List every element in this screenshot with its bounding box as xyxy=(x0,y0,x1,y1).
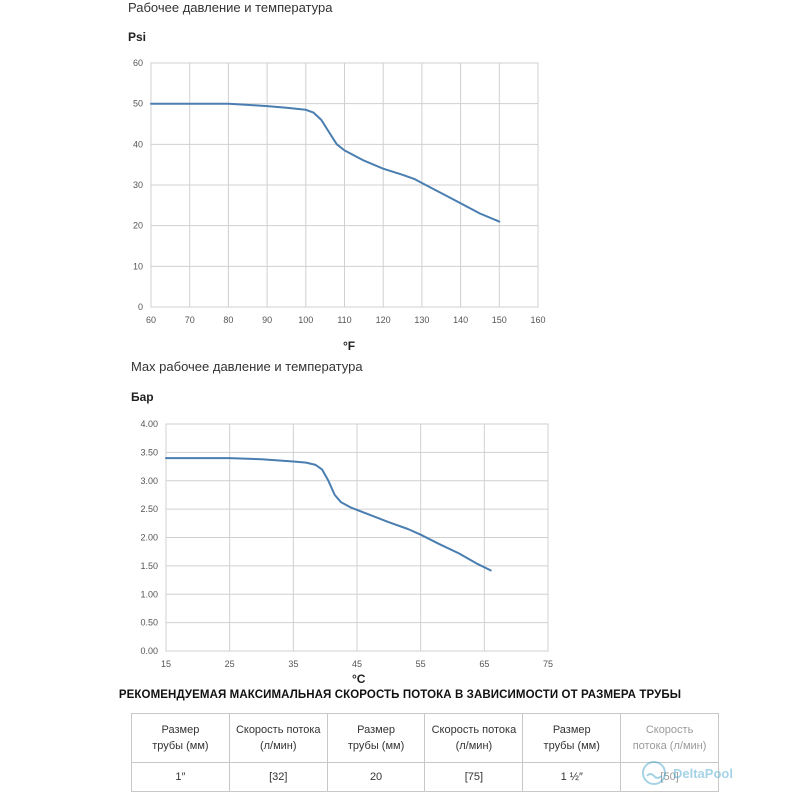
chart1-y-tick-label: 0.50 xyxy=(140,618,158,628)
chart0-x-tick-label: 130 xyxy=(414,315,429,325)
header-flow-rate-1: Скорость потока (л/мин) xyxy=(228,713,328,763)
chart1-y-tick-label: 4.00 xyxy=(140,419,158,429)
chart1-x-tick-label: 45 xyxy=(352,659,362,669)
chart0-y-tick-label: 50 xyxy=(133,99,143,109)
chart0-x-tick-label: 120 xyxy=(376,315,391,325)
chart0-x-tick-label: 100 xyxy=(298,315,313,325)
chart0-y-tick-label: 0 xyxy=(138,302,143,312)
chart1-y-tick-label: 2.50 xyxy=(140,504,158,514)
header-flow-rate-2: Скорость потока (л/мин) xyxy=(424,713,524,763)
chart0-y-tick-label: 40 xyxy=(133,139,143,149)
cell-flow-rate-2: [75] xyxy=(424,762,524,792)
watermark: DeltaPool xyxy=(641,758,781,788)
header-pipe-size-3: Размер трубы (мм) xyxy=(522,713,622,763)
chart0-y-tick-label: 30 xyxy=(133,180,143,190)
chart1-x-tick-label: 55 xyxy=(416,659,426,669)
cell-pipe-size-3: 1 ½″ xyxy=(522,762,622,792)
deltapool-logo-icon xyxy=(642,761,666,785)
chart1-x-tick-label: 65 xyxy=(479,659,489,669)
watermark-text: DeltaPool xyxy=(673,765,733,781)
chart1-plot: 60 70 80 90 100 110 120 130 140 150 160 0 10 20 30 40 50… xyxy=(133,58,546,325)
cell-flow-rate-3: [50] xyxy=(620,762,719,792)
chart0-x-tick-label: 150 xyxy=(492,315,507,325)
chart0-x-tick-label: 90 xyxy=(262,315,272,325)
chart0-y-tick-label: 60 xyxy=(133,58,143,68)
chart2-plot: 15 25 35 45 55 65 75 0.00 0.50 1.00 1.50 2.00 2.50 3.… xyxy=(140,419,553,669)
cell-flow-rate-1: [32] xyxy=(228,762,328,792)
chart1-y-tick-label: 3.50 xyxy=(140,447,158,457)
chart1-x-tick-label: 75 xyxy=(543,659,553,669)
chart0-x-tick-label: 80 xyxy=(223,315,233,325)
chart0-x-tick-label: 70 xyxy=(185,315,195,325)
chart0-x-tick-label: 60 xyxy=(146,315,156,325)
cell-pipe-size-2: 20 xyxy=(326,762,426,792)
chart1-x-tick-label: 35 xyxy=(288,659,298,669)
chart0-x-tick-label: 140 xyxy=(453,315,468,325)
chart2-x-unit: °C xyxy=(352,672,366,686)
flow-table-heading: РЕКОМЕНДУЕМАЯ МАКСИМАЛЬНАЯ СКОРОСТЬ ПОТО… xyxy=(118,689,682,701)
chart1-y-tick-label: 1.00 xyxy=(140,589,158,599)
cell-pipe-size-1: 1″ xyxy=(131,762,230,792)
chart1-series-line xyxy=(165,457,492,572)
chart1-y-tick-label: 1.50 xyxy=(140,561,158,571)
chart1-x-tick-label: 15 xyxy=(161,659,171,669)
flow-rate-table: Размер трубы (мм) Скорость потока (л/мин) … xyxy=(131,713,719,792)
header-pipe-size-1: Размер трубы (мм) xyxy=(131,713,230,763)
table-header-row: Размер трубы (мм) Скорость потока (л/мин) … xyxy=(131,713,719,763)
chart0-y-tick-label: 20 xyxy=(133,221,143,231)
chart1-y-tick-label: 2.00 xyxy=(140,533,158,543)
chart2-y-unit: Бар xyxy=(131,390,154,404)
chart1-y-tick-label: 3.00 xyxy=(140,476,158,486)
chart1-title: Рабочее давление и температура xyxy=(128,0,333,15)
header-pipe-size-2: Размер трубы (мм) xyxy=(326,713,426,763)
chart1-y-tick-label: 0.00 xyxy=(140,646,158,656)
chart0-series-line xyxy=(150,102,501,223)
chart2-title: Max рабочее давление и температура xyxy=(131,359,363,374)
chart1-y-unit: Psi xyxy=(128,30,147,44)
chart1-x-unit: °F xyxy=(343,339,356,353)
table-row: 1″ [32] 20 [75] 1 ½″ [50] xyxy=(131,762,719,792)
chart0-x-tick-label: 110 xyxy=(337,315,351,325)
chart1-x-tick-label: 25 xyxy=(225,659,235,669)
header-flow-rate-3: Скорость потока (л/мин) xyxy=(620,713,719,763)
chart0-y-tick-label: 10 xyxy=(133,261,143,271)
chart0-x-tick-label: 160 xyxy=(530,315,545,325)
